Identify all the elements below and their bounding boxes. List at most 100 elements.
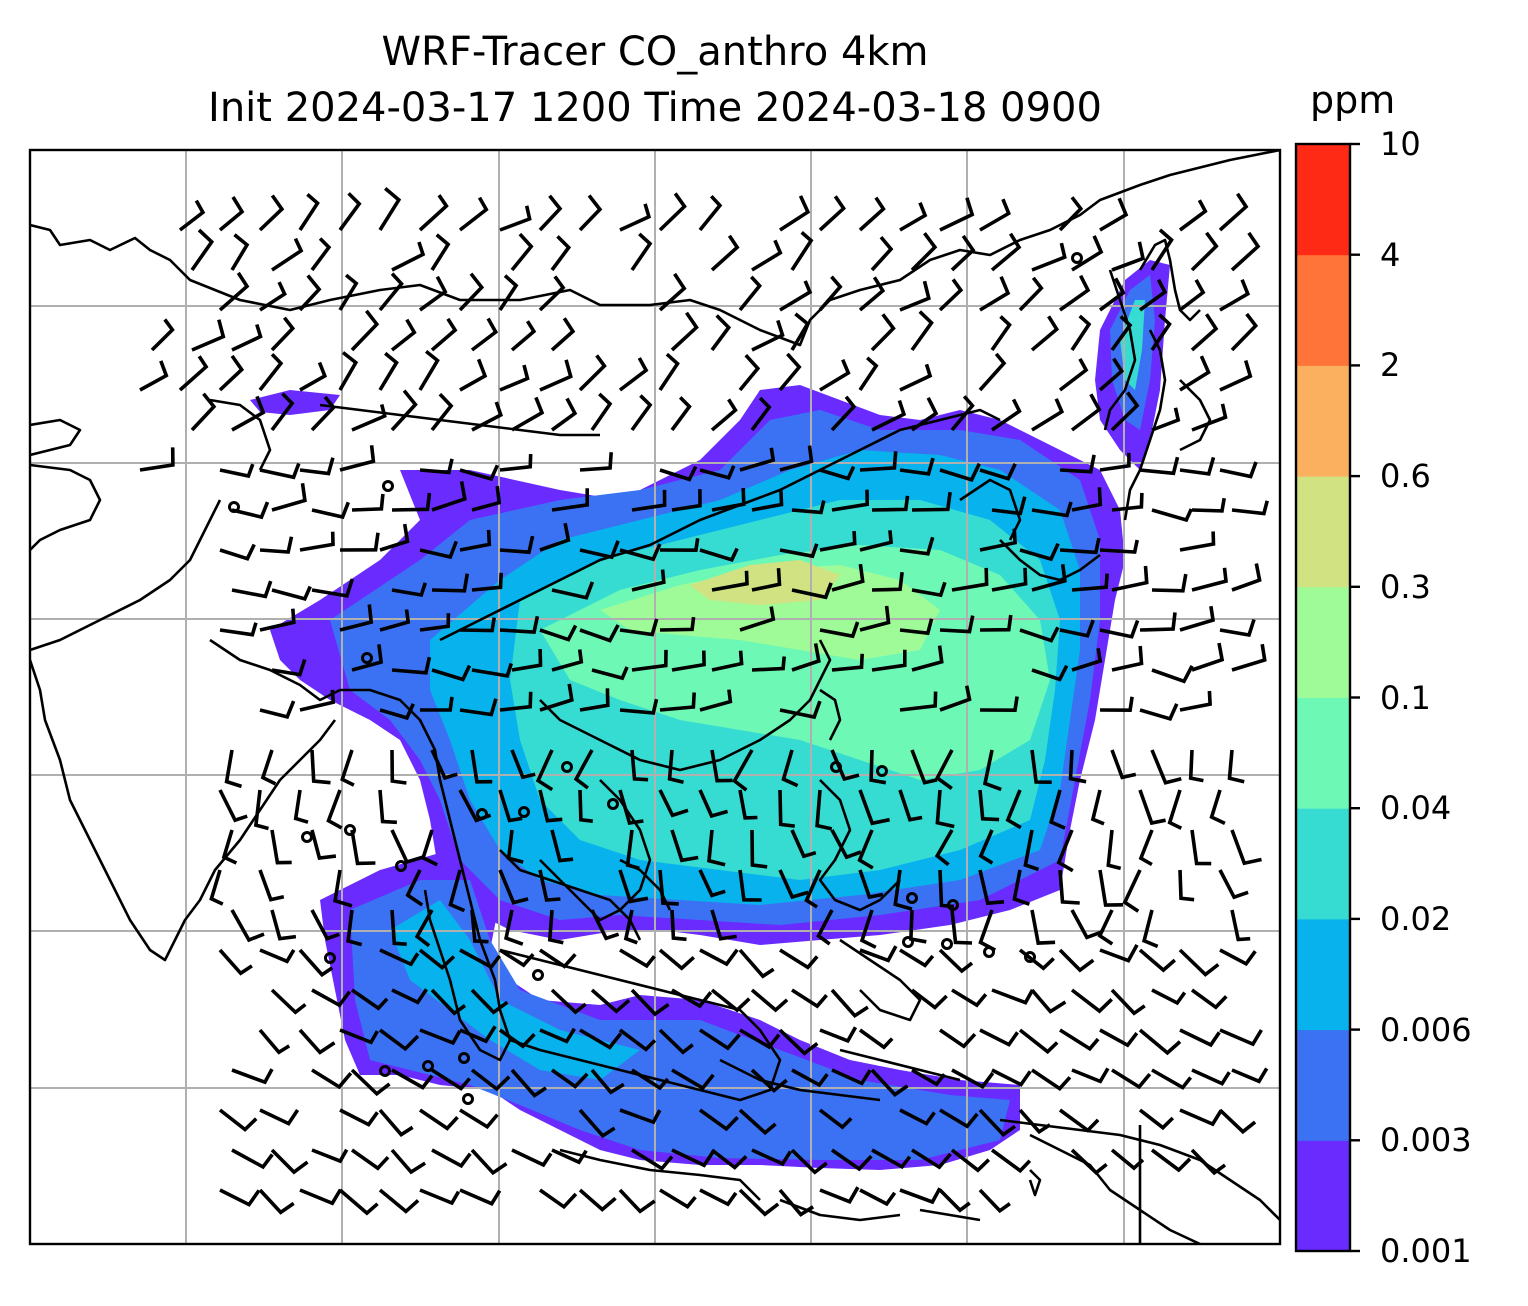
plume-c3-south [390, 900, 640, 1080]
wind-barb [350, 1148, 390, 1171]
wind-barb [379, 703, 415, 721]
wind-barb [671, 650, 706, 672]
wind-barb [224, 749, 243, 789]
wind-barb [1058, 274, 1091, 312]
wind-barb [1218, 1108, 1257, 1135]
wind-barb [899, 536, 935, 556]
wind-barb [911, 1148, 952, 1170]
wind-barb [538, 789, 563, 823]
wind-barb [1099, 452, 1131, 472]
wind-barb [658, 789, 689, 818]
wind-barb [1110, 391, 1140, 432]
wind-barb [231, 1068, 274, 1085]
wind-barb [418, 194, 449, 232]
wind-barb [551, 1148, 588, 1165]
wind-barb [378, 1188, 420, 1214]
wind-barb [699, 689, 733, 712]
wind-barb [1138, 789, 1166, 826]
colorbar-tick-marks [1350, 142, 1360, 1253]
wind-barb [539, 359, 573, 392]
calm-marker [344, 824, 356, 836]
wind-barb [658, 948, 696, 971]
wind-barb [1018, 948, 1055, 971]
wind-barb [790, 1148, 828, 1175]
wind-barb [659, 692, 696, 712]
wind-barb [939, 1108, 979, 1129]
wind-barb [831, 653, 864, 672]
wind-barb [550, 988, 587, 1015]
wind-barb [419, 696, 454, 712]
wind-barb [459, 617, 496, 633]
wind-barb [298, 274, 322, 312]
wind-barb [790, 312, 810, 351]
wind-barb [258, 194, 285, 232]
wind-barb [699, 547, 739, 562]
wind-barb [1023, 829, 1040, 872]
wind-barb [538, 869, 561, 902]
wind-barb [659, 616, 696, 632]
calm-marker [382, 480, 394, 492]
wind-barb [1191, 1068, 1231, 1086]
wind-barb [710, 234, 740, 272]
wind-barb [498, 274, 519, 311]
wind-barb [910, 396, 939, 432]
wind-barb [511, 648, 543, 672]
wind-barb [1099, 1028, 1139, 1048]
wind-barb [1219, 948, 1257, 967]
wind-barb [939, 615, 975, 634]
wind-barb [1191, 403, 1228, 432]
wind-barb [738, 1188, 780, 1217]
wind-barb [1151, 573, 1188, 593]
wind-barb [1031, 242, 1067, 272]
wind-barb [619, 948, 656, 969]
wind-barb [623, 909, 638, 945]
wind-barb [1190, 829, 1212, 866]
calm-marker [983, 946, 995, 958]
wind-barb [1058, 196, 1084, 232]
wind-barb [899, 618, 934, 636]
wind-barb [670, 311, 699, 352]
wind-barb [671, 988, 713, 1009]
wind-barb [551, 488, 589, 512]
wind-barb [350, 1068, 391, 1097]
wind-barb [350, 988, 389, 1011]
wind-barb [934, 829, 954, 867]
wind-barb [710, 314, 732, 352]
wind-barb [951, 567, 989, 592]
wind-barb [431, 1148, 472, 1169]
wind-barb [698, 194, 723, 232]
wind-barb [1179, 531, 1216, 552]
wind-barb [1179, 1028, 1221, 1048]
wind-barb [390, 909, 407, 946]
wind-barb [779, 543, 819, 559]
wind-barb [259, 536, 294, 554]
wind-barb [732, 749, 754, 792]
wind-barb [1179, 690, 1212, 712]
wind-barb [1139, 703, 1179, 721]
wind-barb [982, 749, 1002, 792]
wind-barb [871, 649, 907, 672]
wind-barb [1179, 456, 1216, 476]
colorbar-tick-label: 0.04 [1380, 789, 1452, 828]
wind-barb [311, 578, 355, 598]
wind-barb [830, 395, 857, 432]
wind-barb [1058, 869, 1080, 905]
wind-barb [538, 1188, 578, 1210]
wind-barb [818, 1108, 853, 1130]
wind-barb [1151, 665, 1194, 684]
wind-barb [221, 829, 238, 865]
wind-barb [579, 624, 620, 643]
wind-barb [271, 482, 307, 512]
wind-barb [1030, 749, 1052, 784]
wind-barb [858, 356, 879, 392]
wind-barb [535, 749, 554, 792]
colorbar-segment [1296, 365, 1350, 477]
wind-barb [339, 604, 374, 632]
wind-barb [910, 310, 934, 352]
wind-barb [418, 1108, 459, 1131]
wind-barb [618, 789, 644, 826]
wind-barb [470, 988, 509, 1015]
wind-barb [299, 361, 328, 392]
wind-barb [939, 197, 975, 232]
wind-barb [578, 354, 607, 392]
